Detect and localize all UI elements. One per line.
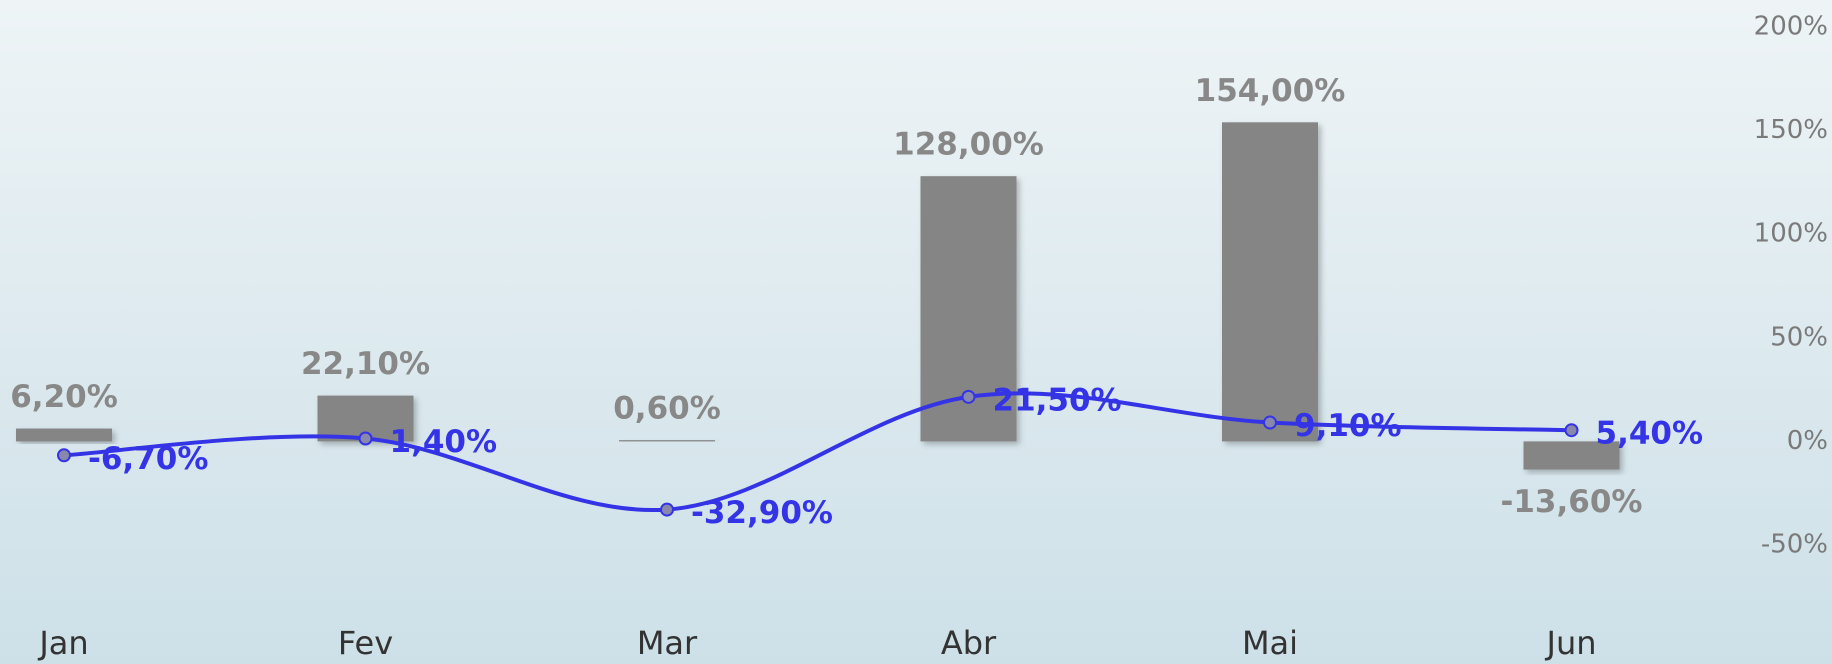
y-tick-label: 100%: [1754, 219, 1828, 249]
line-value-label: 21,50%: [993, 382, 1122, 418]
line-point: [961, 389, 976, 404]
line-point: [57, 448, 71, 463]
y-tick-label: 150%: [1754, 115, 1828, 145]
x-tick-label: Mar: [637, 624, 698, 662]
bar: [1523, 441, 1620, 470]
x-tick-label: Fev: [338, 624, 393, 662]
plot-area: -50% 0% 50% 100% 150% 200% Jan Fev Mar Abr Mai Jun 6…: [10, 12, 1828, 663]
bar: [619, 440, 715, 442]
bar: [1222, 122, 1318, 442]
bar-value-label: 6,20%: [10, 379, 118, 415]
y-tick-label: -50%: [1761, 530, 1828, 560]
line: [63, 391, 1572, 513]
line-value-label: -32,90%: [691, 495, 833, 531]
line-point: [358, 431, 373, 446]
bar-value-label: 22,10%: [301, 346, 430, 382]
x-tick-label: Jun: [1545, 624, 1597, 662]
x-tick-label: Mai: [1242, 624, 1298, 662]
line-value-label: 9,10%: [1294, 408, 1402, 444]
line-point: [1263, 415, 1277, 430]
bar: [16, 428, 112, 442]
y-tick-label: 0%: [1787, 426, 1828, 456]
x-tick-label: Abr: [941, 624, 997, 662]
line-value-label: 5,40%: [1596, 416, 1704, 452]
y-tick-label: 50%: [1770, 322, 1828, 352]
line-point: [1564, 423, 1579, 438]
bar-value-label: 0,60%: [613, 391, 721, 427]
bar-value-label: -13,60%: [1501, 484, 1643, 520]
bar-value-label: 128,00%: [893, 127, 1044, 163]
line-value-label: -6,70%: [88, 441, 208, 477]
y-tick-label: 200%: [1754, 12, 1828, 42]
bar-value-label: 154,00%: [1195, 73, 1346, 109]
line-point: [660, 502, 674, 517]
line-value-label: 1,40%: [390, 424, 498, 460]
x-tick-label: Jan: [37, 624, 88, 662]
